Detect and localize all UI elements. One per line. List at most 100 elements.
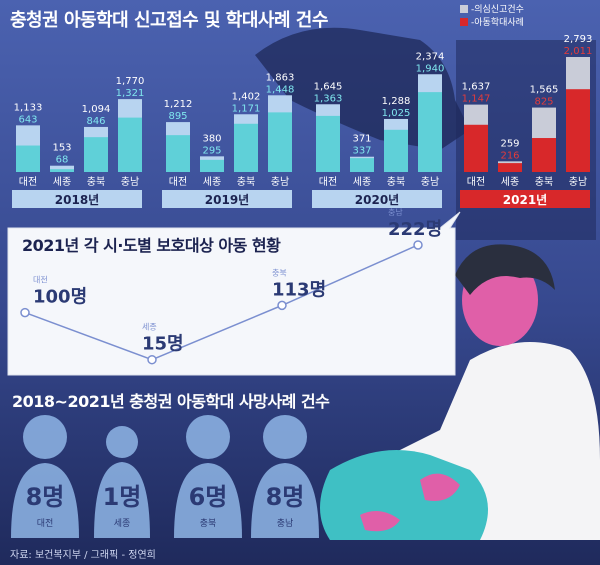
data-label-confirmed: 1,321 bbox=[116, 88, 145, 99]
line-chart-title: 2021년 각 시·도별 보호대상 아동 현황 bbox=[22, 236, 281, 255]
person-silhouette-head bbox=[106, 426, 138, 458]
line-value-label: 100명 bbox=[33, 287, 87, 308]
data-label-suspected: 1,133 bbox=[14, 102, 43, 113]
child-illustration bbox=[320, 244, 600, 540]
data-label-confirmed: 1,448 bbox=[266, 84, 295, 95]
bar-confirmed bbox=[118, 117, 142, 172]
category-label: 세종 bbox=[501, 176, 519, 188]
death-count-category: 세종 bbox=[114, 518, 131, 529]
person-silhouette-body bbox=[174, 463, 242, 538]
person-silhouette-head bbox=[23, 415, 67, 459]
data-label-confirmed: 643 bbox=[18, 114, 37, 125]
death-count-value: 8명 bbox=[266, 483, 305, 511]
category-label: 충남 bbox=[421, 176, 439, 188]
data-label-suspected: 259 bbox=[500, 138, 519, 149]
data-label-confirmed: 825 bbox=[534, 97, 553, 108]
line-value-label: 15명 bbox=[142, 334, 184, 355]
bar-confirmed bbox=[384, 129, 408, 172]
category-label: 대전 bbox=[19, 176, 37, 188]
data-label-suspected: 1,212 bbox=[164, 99, 193, 110]
legend-item-suspected: -의심신고건수 bbox=[460, 4, 550, 17]
line-category-label: 대전 bbox=[33, 275, 48, 285]
data-label-confirmed: 68 bbox=[56, 155, 69, 166]
year-band bbox=[460, 190, 590, 208]
bar-confirmed bbox=[566, 89, 590, 172]
data-label-confirmed: 1,171 bbox=[232, 103, 261, 114]
category-label: 세종 bbox=[203, 176, 221, 188]
bar-suspected bbox=[50, 165, 74, 172]
line-point bbox=[277, 300, 287, 311]
person-silhouette-body bbox=[251, 463, 319, 538]
death-count-category: 충남 bbox=[277, 518, 294, 529]
bar-confirmed bbox=[350, 158, 374, 172]
death-count-value: 6명 bbox=[189, 483, 228, 511]
source-note: 자료: 보건복지부 / 그래픽 - 정연희 bbox=[10, 550, 156, 561]
person-silhouette-head bbox=[186, 415, 230, 459]
data-label-suspected: 2,374 bbox=[416, 51, 445, 62]
year-label: 2020년 bbox=[355, 193, 399, 207]
legend-swatch-confirmed bbox=[460, 18, 468, 26]
year-band bbox=[162, 190, 292, 208]
data-label-confirmed: 295 bbox=[202, 145, 221, 156]
category-label: 충북 bbox=[387, 176, 405, 188]
data-label-confirmed: 337 bbox=[352, 146, 371, 157]
year-band bbox=[312, 190, 442, 208]
person-silhouette-body bbox=[11, 463, 79, 538]
category-label: 충북 bbox=[87, 176, 105, 188]
death-count-category: 대전 bbox=[37, 518, 54, 529]
bar-confirmed bbox=[268, 112, 292, 172]
year-band bbox=[12, 190, 142, 208]
person-silhouette-body bbox=[94, 462, 150, 538]
data-label-suspected: 1,402 bbox=[232, 91, 261, 102]
bar-confirmed bbox=[532, 138, 556, 172]
line-point bbox=[20, 307, 30, 318]
legend-swatch-suspected bbox=[460, 5, 468, 13]
line-series bbox=[24, 244, 419, 361]
bar-confirmed bbox=[464, 124, 488, 172]
data-label-suspected: 153 bbox=[52, 143, 71, 154]
data-label-suspected: 1,288 bbox=[382, 96, 411, 107]
category-label: 충남 bbox=[569, 176, 587, 188]
category-label: 충북 bbox=[535, 176, 553, 188]
bar-confirmed bbox=[316, 115, 340, 172]
data-label-suspected: 1,770 bbox=[116, 76, 145, 87]
line-value-label: 222명 bbox=[388, 219, 442, 240]
line-point bbox=[413, 240, 423, 250]
data-label-confirmed: 1,363 bbox=[314, 93, 343, 104]
data-label-confirmed: 2,011 bbox=[564, 46, 593, 57]
data-label-confirmed: 1,147 bbox=[462, 94, 491, 105]
page-title: 충청권 아동학대 신고접수 및 학대사례 건수 bbox=[10, 10, 328, 31]
data-label-suspected: 1,637 bbox=[462, 82, 491, 93]
category-label: 세종 bbox=[353, 176, 371, 188]
category-label: 세종 bbox=[53, 176, 71, 188]
data-label-suspected: 1,094 bbox=[82, 104, 111, 115]
bar-confirmed bbox=[418, 92, 442, 172]
data-label-confirmed: 1,940 bbox=[416, 63, 445, 74]
category-label: 충남 bbox=[271, 176, 289, 188]
data-label-suspected: 380 bbox=[202, 133, 221, 144]
line-point bbox=[147, 354, 157, 365]
legend: -의심신고건수 -아동학대사례 bbox=[460, 4, 550, 30]
year-label: 2019년 bbox=[205, 193, 249, 207]
death-count-value: 8명 bbox=[26, 483, 65, 511]
data-label-confirmed: 216 bbox=[500, 150, 519, 161]
data-label-suspected: 2,793 bbox=[564, 34, 593, 45]
year-label: 2018년 bbox=[55, 193, 99, 207]
data-label-suspected: 1,645 bbox=[314, 81, 343, 92]
death-count-value: 1명 bbox=[103, 483, 142, 511]
legend-item-confirmed: -아동학대사례 bbox=[460, 17, 550, 30]
category-label: 충남 bbox=[121, 176, 139, 188]
line-chart-panel bbox=[7, 211, 461, 376]
bar-confirmed bbox=[166, 135, 190, 172]
data-label-confirmed: 895 bbox=[168, 111, 187, 122]
category-label: 대전 bbox=[467, 176, 485, 188]
death-count-category: 충북 bbox=[200, 518, 217, 529]
category-label: 대전 bbox=[319, 176, 337, 188]
bar-confirmed bbox=[16, 145, 40, 172]
person-silhouette-head bbox=[263, 415, 307, 459]
bar-confirmed bbox=[200, 159, 224, 172]
bar-confirmed bbox=[84, 137, 108, 172]
data-label-confirmed: 1,025 bbox=[382, 108, 411, 119]
data-label-suspected: 371 bbox=[352, 134, 371, 145]
